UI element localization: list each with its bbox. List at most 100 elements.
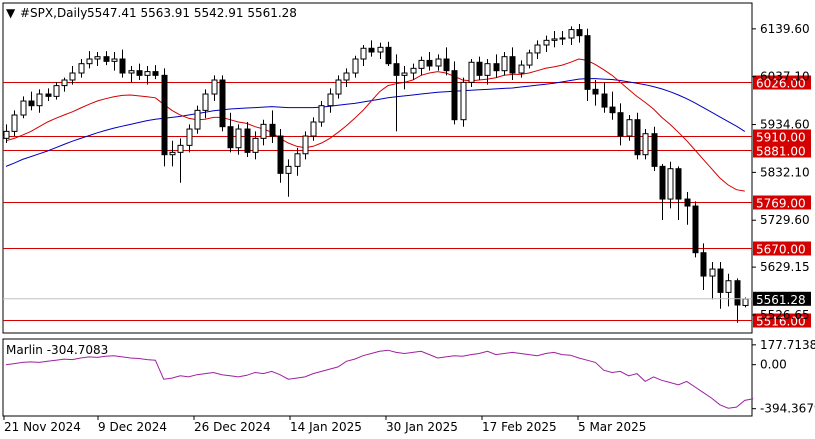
candle-body	[36, 93, 43, 107]
candle	[393, 54, 400, 132]
candle-body	[69, 72, 76, 81]
candle	[617, 103, 624, 146]
candle	[717, 262, 724, 309]
candle-body	[360, 47, 367, 60]
price-tick-label: 5729.60	[760, 213, 810, 227]
current-price-box	[753, 291, 811, 306]
candle	[493, 54, 500, 78]
candle-body	[318, 105, 325, 123]
candle	[194, 105, 201, 134]
candle	[675, 166, 682, 221]
candle-body	[734, 280, 741, 306]
level-label-box	[753, 143, 811, 158]
candle	[260, 119, 267, 146]
candle-body	[543, 39, 550, 46]
candle-body	[194, 109, 201, 130]
candle	[219, 75, 226, 132]
candle-body	[418, 59, 425, 69]
candle	[559, 31, 566, 46]
candle-body	[269, 123, 276, 137]
candle	[385, 41, 392, 67]
candle-body	[377, 46, 384, 53]
time-tick-label: 17 Feb 2025	[482, 420, 557, 434]
slow-moving-average-line	[5, 78, 746, 167]
candle-body	[634, 119, 641, 156]
candle	[468, 59, 475, 88]
candle	[476, 56, 483, 81]
candle-body	[584, 35, 591, 90]
ohlc-values: 5547.41 5563.91 5542.91 5561.28	[87, 6, 297, 20]
candle-body	[252, 137, 259, 153]
candle-body	[61, 79, 68, 87]
candle-body	[119, 58, 126, 74]
candle	[78, 59, 85, 78]
marlin-tick-label: 177.7138	[760, 338, 815, 352]
candle-body	[518, 64, 525, 74]
candle	[418, 56, 425, 76]
candle	[401, 66, 408, 90]
candle-body	[410, 67, 417, 74]
candle-body	[3, 130, 10, 139]
candle	[186, 124, 193, 153]
level-label: 5516.00	[756, 315, 806, 329]
candle-body	[709, 268, 716, 277]
candle	[20, 96, 27, 119]
candle	[734, 278, 741, 323]
candle-body	[335, 79, 342, 95]
candle-body	[28, 100, 35, 107]
candle-body	[509, 56, 516, 74]
candle-body	[468, 61, 475, 83]
candle	[443, 47, 450, 76]
candle	[235, 124, 242, 155]
candle	[484, 59, 491, 85]
candle	[285, 159, 292, 197]
candle	[377, 42, 384, 60]
time-tick-label: 14 Jan 2025	[290, 420, 362, 434]
main-panel-border	[2, 2, 753, 334]
candle-body	[692, 205, 699, 254]
candle	[684, 192, 691, 225]
candle	[152, 65, 159, 80]
marlin-tick-label: 0.00	[760, 358, 787, 372]
candle-body	[294, 153, 301, 167]
marlin-title: Marlin -304.7083	[6, 343, 108, 357]
candle	[659, 164, 666, 221]
candle	[128, 66, 135, 83]
price-tick-label: 5526.65	[760, 308, 810, 322]
candle	[592, 80, 599, 106]
candle	[460, 77, 467, 127]
candle-body	[401, 72, 408, 76]
candle-body	[551, 38, 558, 41]
candle-body	[568, 29, 575, 39]
candle-body	[700, 252, 707, 277]
candle-body	[211, 79, 218, 95]
candle	[269, 110, 276, 144]
candle	[368, 40, 375, 57]
candle-body	[352, 58, 359, 74]
candle	[86, 51, 93, 69]
chart-header: ▼ #SPX,Daily 5547.41 5563.91 5542.91 556…	[6, 6, 297, 20]
time-tick-label: 26 Dec 2024	[194, 420, 271, 434]
candle	[426, 52, 433, 71]
candle-body	[534, 44, 541, 54]
price-axis: 6139.60 6037.10 5934.60 5832.10 5729.60 5629.…	[3, 22, 811, 322]
dropdown-triangle-icon[interactable]: ▼	[6, 6, 16, 20]
candle-body	[501, 56, 508, 72]
candle	[576, 24, 583, 43]
candle-body	[45, 93, 52, 97]
candle-body	[667, 168, 674, 200]
time-tick-label: 9 Dec 2024	[98, 420, 167, 434]
candle-body	[642, 133, 649, 156]
candle-body	[144, 71, 151, 76]
candle	[119, 49, 126, 78]
candle-body	[327, 93, 334, 107]
candle-body	[169, 151, 176, 156]
candle-body	[103, 56, 110, 62]
candle-body	[717, 268, 724, 293]
marlin-tick-label: -394.3679	[760, 402, 815, 416]
candle-body	[443, 58, 450, 72]
candle-body	[609, 106, 616, 114]
candle-body	[302, 135, 309, 155]
candle	[343, 68, 350, 88]
